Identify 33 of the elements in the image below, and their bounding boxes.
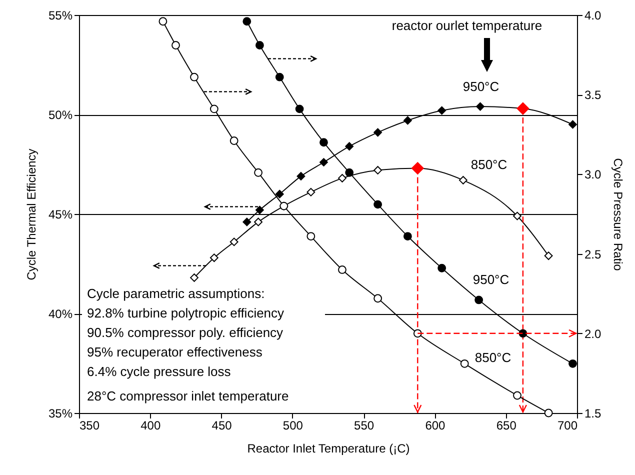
annotation: 950°C — [462, 79, 500, 94]
y2-tick-label: 4.0 — [584, 8, 602, 22]
annotation: 850°C — [474, 350, 512, 365]
annotation: 90.5% compressor poly. efficiency — [87, 325, 284, 340]
annotation: Cycle parametric assumptions: — [87, 286, 265, 301]
annotation: 950°C — [472, 272, 510, 287]
x-tick-label: 350 — [80, 418, 100, 432]
x-axis-title: Reactor Inlet Temperature (¡C) — [247, 442, 410, 456]
y-axis-title: Cycle Thermal Efficiency — [24, 148, 38, 280]
x-tick-label: 400 — [140, 418, 161, 432]
x-tick-label: 600 — [425, 418, 446, 432]
x-tick-label: 450 — [212, 418, 232, 432]
y-tick-label: 55% — [48, 8, 73, 22]
annotation: 92.8% turbine polytropic efficiency — [87, 306, 285, 320]
y2-tick-label: 3.0 — [584, 168, 602, 182]
y-tick-label: 45% — [48, 208, 73, 222]
annotation: 6.4% cycle pressure loss — [87, 364, 232, 379]
annotation: reactor ourlet temperature — [392, 18, 542, 33]
x-tick-label: 650 — [496, 418, 517, 432]
y2-tick-label: 3.5 — [584, 88, 602, 102]
x-tick-label: 500 — [282, 418, 304, 432]
annotation: 95% recuperator effectiveness — [87, 344, 263, 360]
x-tick-label: 550 — [354, 418, 374, 432]
y2-tick-label: 2.0 — [584, 326, 602, 341]
y-tick-label: 35% — [48, 406, 73, 420]
y2-axis-title: Cycle Pressure Ratio — [611, 158, 626, 272]
y-tick-label: 50% — [48, 108, 73, 122]
y2-tick-label: 1.5 — [584, 406, 602, 420]
y-tick-label: 40% — [48, 307, 73, 321]
annotation: 850°C — [470, 157, 508, 172]
annotation: 28°C compressor inlet temperature — [87, 388, 289, 404]
y2-tick-label: 2.5 — [584, 247, 602, 262]
x-tick-label: 700 — [557, 418, 578, 432]
